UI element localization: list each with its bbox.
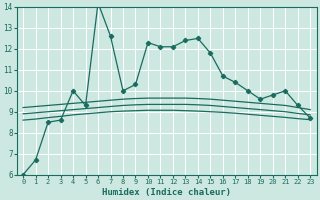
- X-axis label: Humidex (Indice chaleur): Humidex (Indice chaleur): [102, 188, 231, 197]
